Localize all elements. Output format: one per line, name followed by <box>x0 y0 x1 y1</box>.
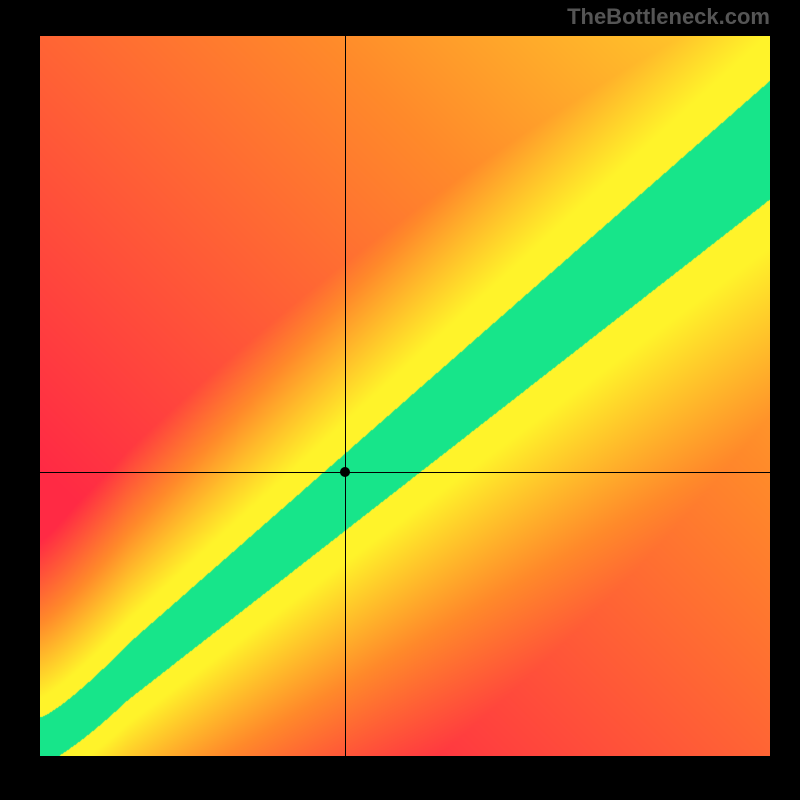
heatmap-plot <box>40 36 770 756</box>
crosshair-vertical <box>345 36 346 756</box>
crosshair-marker <box>340 467 350 477</box>
watermark-text: TheBottleneck.com <box>567 4 770 30</box>
crosshair-horizontal <box>40 472 770 473</box>
heatmap-canvas <box>40 36 770 756</box>
